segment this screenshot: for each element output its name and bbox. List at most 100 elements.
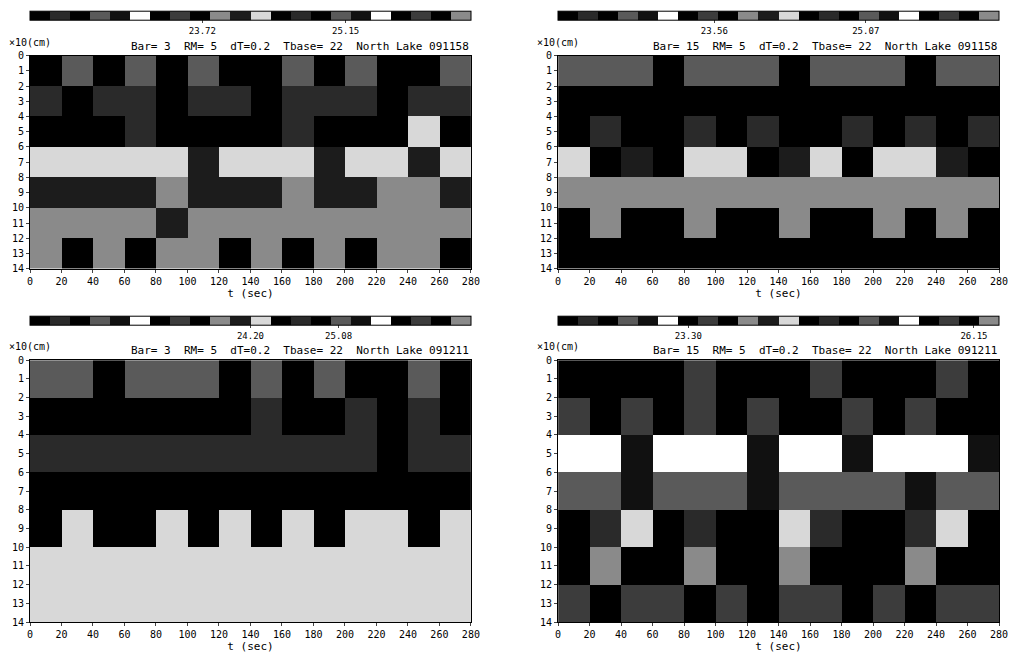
svg-text:9: 9 bbox=[546, 523, 552, 534]
svg-text:160: 160 bbox=[273, 276, 291, 287]
svg-text:Bar= 15 RM= 5 dT=0.2 Tbase=: Bar= 15 RM= 5 dT=0.2 Tbase= 22 North Lak… bbox=[653, 40, 997, 53]
svg-text:11: 11 bbox=[540, 218, 552, 229]
svg-text:24.20: 24.20 bbox=[237, 331, 264, 341]
svg-text:3: 3 bbox=[18, 411, 24, 422]
svg-text:120: 120 bbox=[738, 629, 756, 640]
svg-text:60: 60 bbox=[118, 276, 130, 287]
svg-text:2: 2 bbox=[18, 392, 24, 403]
svg-text:40: 40 bbox=[87, 629, 99, 640]
svg-text:Bar= 3 RM= 5 dT=0.2 Tbase=: Bar= 3 RM= 5 dT=0.2 Tbase= 22 North Lake… bbox=[131, 344, 469, 357]
svg-text:12: 12 bbox=[12, 233, 24, 244]
svg-text:0: 0 bbox=[18, 50, 24, 61]
svg-text:280: 280 bbox=[462, 629, 480, 640]
svg-text:0: 0 bbox=[546, 355, 552, 366]
svg-text:13: 13 bbox=[540, 248, 552, 259]
svg-text:220: 220 bbox=[895, 276, 913, 287]
svg-text:60: 60 bbox=[647, 629, 659, 640]
svg-text:26.15: 26.15 bbox=[960, 331, 987, 341]
svg-text:1: 1 bbox=[18, 65, 24, 76]
svg-text:3: 3 bbox=[546, 96, 552, 107]
svg-text:140: 140 bbox=[770, 276, 788, 287]
svg-text:280: 280 bbox=[990, 629, 1008, 640]
svg-text:4: 4 bbox=[546, 429, 552, 440]
svg-text:8: 8 bbox=[18, 504, 24, 515]
svg-text:6: 6 bbox=[18, 467, 24, 478]
svg-text:5: 5 bbox=[18, 126, 24, 137]
svg-text:2: 2 bbox=[546, 392, 552, 403]
svg-text:200: 200 bbox=[336, 629, 354, 640]
svg-text:260: 260 bbox=[958, 276, 976, 287]
svg-text:10: 10 bbox=[12, 542, 24, 553]
svg-text:14: 14 bbox=[12, 263, 24, 274]
svg-text:280: 280 bbox=[462, 276, 480, 287]
svg-text:120: 120 bbox=[210, 276, 228, 287]
svg-text:11: 11 bbox=[12, 560, 24, 571]
svg-text:0: 0 bbox=[555, 276, 561, 287]
svg-text:180: 180 bbox=[304, 629, 322, 640]
svg-text:220: 220 bbox=[895, 629, 913, 640]
svg-text:240: 240 bbox=[927, 629, 945, 640]
svg-text:4: 4 bbox=[546, 111, 552, 122]
svg-text:100: 100 bbox=[178, 629, 196, 640]
svg-text:23.30: 23.30 bbox=[675, 331, 702, 341]
svg-text:120: 120 bbox=[210, 629, 228, 640]
svg-text:0: 0 bbox=[27, 629, 33, 640]
svg-text:220: 220 bbox=[367, 629, 385, 640]
svg-text:14: 14 bbox=[540, 617, 552, 628]
svg-text:240: 240 bbox=[399, 276, 417, 287]
svg-text:13: 13 bbox=[540, 598, 552, 609]
svg-text:100: 100 bbox=[178, 276, 196, 287]
svg-text:7: 7 bbox=[546, 157, 552, 168]
svg-text:t (sec): t (sec) bbox=[755, 640, 801, 653]
svg-text:1: 1 bbox=[546, 373, 552, 384]
svg-text:10: 10 bbox=[540, 202, 552, 213]
svg-text:180: 180 bbox=[833, 276, 851, 287]
svg-text:7: 7 bbox=[18, 486, 24, 497]
svg-text:11: 11 bbox=[540, 560, 552, 571]
svg-text:260: 260 bbox=[958, 629, 976, 640]
svg-text:Bar= 15 RM= 5 dT=0.2 Tbase=: Bar= 15 RM= 5 dT=0.2 Tbase= 22 North Lak… bbox=[653, 344, 997, 357]
svg-text:160: 160 bbox=[273, 629, 291, 640]
svg-text:14: 14 bbox=[540, 263, 552, 274]
svg-text:5: 5 bbox=[546, 448, 552, 459]
svg-text:2: 2 bbox=[18, 81, 24, 92]
svg-text:0: 0 bbox=[546, 50, 552, 61]
svg-text:200: 200 bbox=[864, 629, 882, 640]
svg-text:7: 7 bbox=[18, 157, 24, 168]
svg-text:100: 100 bbox=[707, 629, 725, 640]
svg-text:Bar= 3 RM= 5 dT=0.2 Tbase=: Bar= 3 RM= 5 dT=0.2 Tbase= 22 North Lake… bbox=[131, 40, 469, 53]
svg-text:5: 5 bbox=[546, 126, 552, 137]
svg-text:9: 9 bbox=[18, 523, 24, 534]
svg-text:60: 60 bbox=[118, 629, 130, 640]
svg-text:20: 20 bbox=[584, 629, 596, 640]
svg-text:23.72: 23.72 bbox=[189, 26, 216, 36]
svg-text:200: 200 bbox=[864, 276, 882, 287]
svg-text:7: 7 bbox=[546, 486, 552, 497]
svg-text:12: 12 bbox=[540, 579, 552, 590]
svg-text:40: 40 bbox=[87, 276, 99, 287]
svg-text:×10(cm): ×10(cm) bbox=[537, 341, 579, 352]
svg-text:20: 20 bbox=[55, 276, 67, 287]
svg-text:6: 6 bbox=[18, 141, 24, 152]
svg-text:2: 2 bbox=[546, 81, 552, 92]
svg-text:260: 260 bbox=[430, 629, 448, 640]
svg-text:9: 9 bbox=[546, 187, 552, 198]
svg-text:200: 200 bbox=[336, 276, 354, 287]
svg-text:12: 12 bbox=[540, 233, 552, 244]
svg-text:80: 80 bbox=[150, 629, 162, 640]
svg-text:25.08: 25.08 bbox=[325, 331, 352, 341]
svg-text:0: 0 bbox=[27, 276, 33, 287]
svg-text:140: 140 bbox=[241, 629, 259, 640]
svg-text:0: 0 bbox=[555, 629, 561, 640]
svg-text:10: 10 bbox=[12, 202, 24, 213]
svg-text:3: 3 bbox=[546, 411, 552, 422]
svg-text:40: 40 bbox=[615, 276, 627, 287]
svg-text:80: 80 bbox=[678, 629, 690, 640]
svg-text:8: 8 bbox=[18, 172, 24, 183]
svg-text:×10(cm): ×10(cm) bbox=[9, 37, 51, 48]
svg-text:40: 40 bbox=[615, 629, 627, 640]
svg-text:160: 160 bbox=[801, 276, 819, 287]
svg-text:13: 13 bbox=[12, 598, 24, 609]
svg-text:180: 180 bbox=[304, 276, 322, 287]
svg-text:160: 160 bbox=[801, 629, 819, 640]
